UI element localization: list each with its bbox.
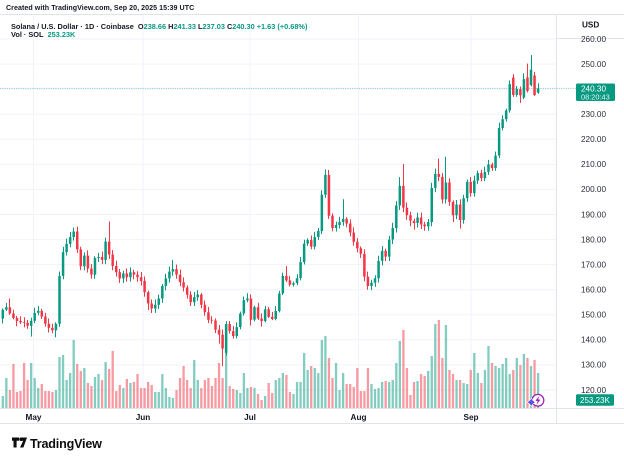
svg-text:240.30: 240.30: [581, 85, 606, 94]
svg-text:150.00: 150.00: [581, 311, 606, 320]
svg-text:Aug: Aug: [351, 413, 367, 422]
svg-text:230.00: 230.00: [581, 110, 606, 119]
svg-text:130.00: 130.00: [581, 361, 606, 370]
svg-text:200.00: 200.00: [581, 185, 606, 194]
svg-text:210.00: 210.00: [581, 160, 606, 169]
svg-text:190.00: 190.00: [581, 210, 606, 219]
svg-text:140.00: 140.00: [581, 336, 606, 345]
svg-text:USD: USD: [582, 21, 599, 30]
svg-text:250.00: 250.00: [581, 60, 606, 69]
svg-text:Jul: Jul: [244, 413, 256, 422]
svg-text:220.00: 220.00: [581, 135, 606, 144]
svg-text:180.00: 180.00: [581, 235, 606, 244]
svg-text:160.00: 160.00: [581, 286, 606, 295]
svg-text:08:20:43: 08:20:43: [581, 93, 610, 102]
svg-text:253.23K: 253.23K: [580, 396, 610, 405]
svg-text:Jun: Jun: [136, 413, 151, 422]
svg-text:260.00: 260.00: [581, 35, 606, 44]
svg-text:May: May: [26, 413, 42, 422]
svg-text:170.00: 170.00: [581, 260, 606, 269]
svg-text:Sep: Sep: [463, 413, 478, 422]
svg-text:120.00: 120.00: [581, 386, 606, 395]
